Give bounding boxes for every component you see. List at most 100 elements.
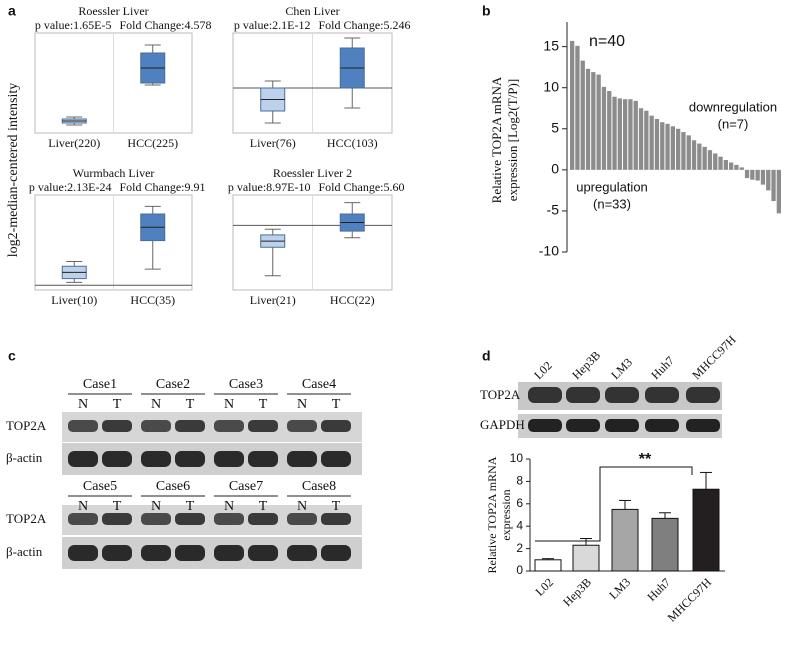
bar	[570, 40, 575, 170]
blot-band	[248, 545, 278, 561]
y-tick-label: 4	[516, 518, 523, 532]
bar	[665, 123, 670, 170]
blot-band	[175, 451, 205, 467]
blot-band	[321, 451, 351, 467]
panel-label: b	[482, 3, 491, 19]
bar	[654, 118, 660, 170]
p-value: p value:2.1E-12	[234, 18, 311, 32]
band-label: TOP2A	[480, 387, 521, 402]
lane-label: N	[224, 499, 234, 514]
bar	[575, 45, 580, 170]
band-label: TOP2A	[6, 418, 47, 433]
lane-label: Huh7	[648, 353, 677, 382]
bar	[760, 169, 766, 185]
blot-band	[645, 387, 679, 403]
y-axis-label: expression	[499, 489, 513, 540]
blot-band	[321, 513, 351, 525]
bar	[591, 72, 596, 170]
bar	[572, 544, 600, 572]
bar	[776, 169, 781, 214]
blot-band	[102, 545, 132, 561]
case-label: Case8	[302, 479, 336, 494]
lane-label: T	[113, 499, 122, 514]
blot-band	[566, 387, 600, 403]
blot-band	[645, 419, 679, 432]
fold-change: Fold Change:5.246	[319, 18, 411, 32]
bar	[729, 162, 734, 170]
bar	[670, 126, 675, 170]
blot-band	[248, 513, 278, 525]
lane-label: T	[259, 499, 268, 514]
plot-title: Wurmbach Liver	[73, 166, 155, 180]
y-axis-label: Relative TOP2A mRNA	[489, 76, 504, 203]
panel-label: c	[8, 348, 16, 364]
lane-label: T	[113, 397, 122, 412]
bar	[534, 559, 562, 572]
lane-label: N	[297, 397, 307, 412]
blot-band	[248, 451, 278, 467]
blot-band	[248, 420, 278, 432]
bar	[651, 517, 679, 572]
bar	[623, 99, 628, 170]
band-label: β-actin	[6, 544, 43, 559]
bar	[580, 60, 585, 170]
y-tick-label: -5	[547, 202, 560, 218]
y-tick-label: 15	[543, 37, 559, 53]
group-label: HCC(22)	[330, 293, 375, 307]
blot-band	[287, 420, 317, 432]
y-tick-label: 6	[516, 496, 523, 510]
y-tick-label: 10	[510, 451, 524, 465]
blot-band	[321, 420, 351, 432]
x-tick-label: Huh7	[644, 575, 673, 604]
p-value: p value:2.13E-24	[29, 180, 112, 194]
lane-label: N	[224, 397, 234, 412]
lane-label: T	[259, 397, 268, 412]
significance-bracket	[535, 466, 693, 542]
bar	[697, 143, 702, 170]
bar	[611, 508, 639, 572]
bar	[734, 164, 739, 170]
panel-label: a	[8, 3, 16, 19]
blot-band	[141, 545, 171, 561]
group-label: HCC(103)	[327, 136, 378, 150]
y-tick-label: -10	[539, 243, 559, 259]
panel-label: d	[482, 348, 491, 364]
y-tick-label: 0	[516, 563, 523, 577]
fold-change: Fold Change:5.60	[319, 180, 405, 194]
blot-band	[605, 419, 639, 432]
group-label: HCC(225)	[127, 136, 178, 150]
blot-band	[175, 545, 205, 561]
lane-label: Hep3B	[569, 348, 603, 382]
x-tick-label: LM3	[606, 575, 633, 602]
bar	[649, 115, 654, 170]
bar	[713, 153, 718, 170]
case-label: Case1	[83, 377, 117, 392]
case-label: Case2	[156, 377, 190, 392]
y-axis-label: Relative TOP2A mRNA	[485, 456, 499, 573]
blot-band	[141, 513, 171, 525]
lane-label: N	[151, 499, 161, 514]
x-tick-label: L02	[532, 575, 556, 599]
bar	[681, 132, 686, 170]
y-tick-label: 0	[551, 161, 559, 177]
blot-band	[287, 513, 317, 525]
blot-band	[605, 387, 639, 403]
y-axis-label: expression [Log2(T/P)]	[505, 79, 520, 201]
bar	[585, 68, 591, 170]
annotation: downregulation	[689, 99, 777, 114]
blot-band	[686, 387, 720, 403]
blot-band	[528, 419, 562, 432]
bar	[707, 150, 713, 170]
blot-band	[68, 545, 98, 561]
lane-label: N	[78, 499, 88, 514]
blot-band	[214, 545, 244, 561]
bar	[596, 74, 601, 170]
annotation: (n=33)	[593, 196, 631, 211]
bar	[638, 108, 644, 170]
lane-label: T	[186, 397, 195, 412]
plot-title: Roessler Liver	[78, 4, 148, 18]
case-label: Case7	[229, 479, 263, 494]
y-tick-label: 5	[551, 119, 559, 135]
group-label: Liver(10)	[51, 293, 97, 307]
